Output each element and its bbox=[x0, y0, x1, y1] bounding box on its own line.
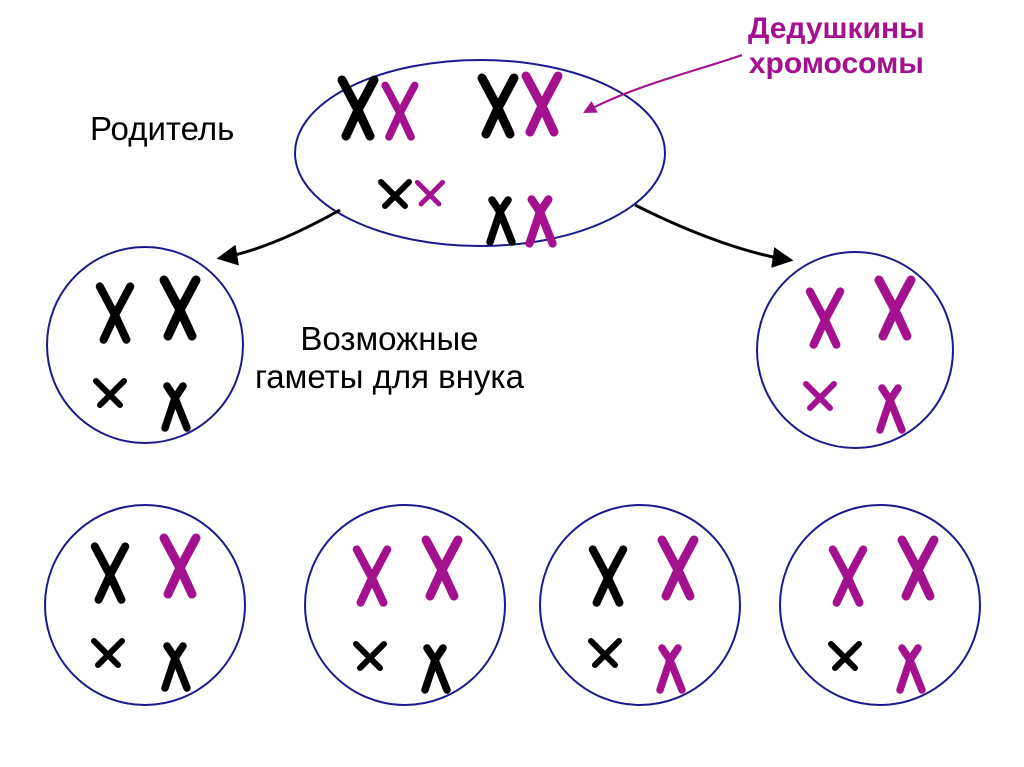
gamete-cell-1 bbox=[757, 252, 953, 448]
acro-chromosome bbox=[660, 648, 682, 690]
acro-chromosome bbox=[880, 388, 902, 430]
big-chromosome bbox=[385, 85, 414, 137]
big-chromosome bbox=[164, 280, 196, 336]
acro-chromosome bbox=[490, 200, 512, 242]
gamete-cell-4 bbox=[540, 505, 740, 705]
big-chromosome bbox=[95, 547, 125, 600]
small-chromosome bbox=[417, 182, 442, 204]
parent-label: Родитель bbox=[90, 110, 234, 148]
flow-arrow-1 bbox=[635, 205, 790, 260]
big-chromosome bbox=[662, 540, 694, 596]
acro-chromosome bbox=[530, 199, 553, 243]
big-chromosome bbox=[342, 80, 374, 136]
big-chromosome bbox=[526, 76, 558, 132]
gamete-cell-0 bbox=[47, 247, 243, 443]
gamete-cell-2 bbox=[45, 505, 245, 705]
big-chromosome bbox=[164, 538, 196, 594]
big-chromosome bbox=[593, 550, 623, 603]
gamete-cell-5 bbox=[780, 505, 980, 705]
acro-chromosome bbox=[165, 646, 187, 688]
big-chromosome bbox=[426, 540, 458, 596]
small-chromosome bbox=[806, 384, 834, 408]
small-chromosome bbox=[831, 644, 859, 668]
small-chromosome bbox=[94, 641, 122, 665]
acro-chromosome bbox=[425, 648, 447, 690]
flow-arrow-0 bbox=[220, 210, 340, 258]
big-chromosome bbox=[100, 287, 130, 340]
callout-arrow bbox=[585, 55, 742, 112]
acro-chromosome bbox=[900, 648, 922, 690]
gamete-cell-3 bbox=[305, 505, 505, 705]
big-chromosome bbox=[902, 540, 934, 596]
title-label: Дедушкины хромосомы bbox=[748, 12, 925, 81]
small-chromosome bbox=[356, 644, 384, 668]
small-chromosome bbox=[381, 182, 409, 206]
big-chromosome bbox=[482, 78, 514, 134]
big-chromosome bbox=[357, 550, 387, 603]
big-chromosome bbox=[833, 550, 863, 603]
small-chromosome bbox=[96, 381, 124, 405]
small-chromosome bbox=[591, 641, 619, 665]
center-label: Возможные гаметы для внука bbox=[255, 320, 524, 396]
acro-chromosome bbox=[165, 386, 187, 428]
big-chromosome bbox=[879, 280, 911, 336]
big-chromosome bbox=[810, 292, 840, 345]
